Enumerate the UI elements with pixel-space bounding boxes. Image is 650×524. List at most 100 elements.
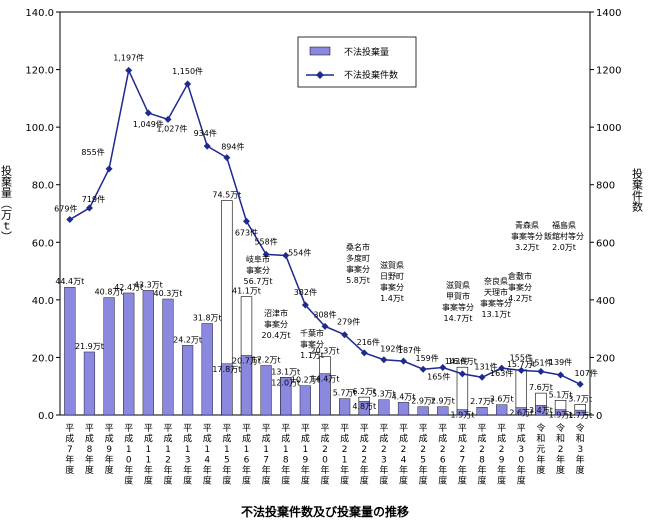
bar-total-label: 15.7万t	[507, 360, 536, 369]
annotation-line: 事案分	[508, 282, 532, 292]
right-tick-label: 1400	[596, 8, 621, 19]
category-char: 和	[536, 434, 545, 445]
annotation: 岐阜市事案分 56.7万t	[244, 254, 273, 286]
category-char: 度	[379, 475, 388, 487]
annotation: 千葉市事案分 1.1万t	[300, 328, 324, 360]
category-char: 1	[165, 445, 171, 455]
category-char: 成	[203, 433, 212, 445]
left-tick-label: 100.0	[25, 123, 54, 134]
category-label: 平成 1 4 年度	[203, 423, 212, 487]
category-char: 成	[517, 433, 526, 445]
annotation-line: 甲賀市	[446, 291, 470, 301]
line-point-label: 673件	[235, 227, 258, 237]
category-char: 年	[222, 464, 231, 476]
bar	[181, 345, 194, 416]
category-char: 平	[124, 423, 133, 434]
category-char: 8	[283, 456, 289, 466]
category-char: 年	[360, 464, 369, 476]
category-char: 1	[224, 445, 230, 455]
category-char: 2	[361, 456, 367, 466]
category-char: 3	[577, 445, 583, 455]
line-point-label: 187件	[398, 345, 421, 355]
category-char: 平	[301, 423, 310, 434]
annotation: 沼津市事案分 20.4万t	[262, 308, 291, 340]
line-point-label: 308件	[313, 309, 336, 319]
line-point	[164, 115, 172, 123]
category-char: 2	[499, 445, 505, 455]
annotation-line: 事案分	[300, 339, 324, 349]
category-char: 成	[222, 433, 231, 445]
line-point-label: 279件	[337, 317, 360, 327]
line-point-label: 216件	[357, 337, 380, 347]
category-char: 平	[65, 423, 74, 434]
category-char: 平	[163, 423, 172, 434]
bar	[554, 409, 567, 416]
bar-value-label: 31.8万t	[193, 313, 222, 322]
bar	[103, 297, 115, 416]
category-char: 年	[281, 464, 290, 476]
category-char: 度	[536, 464, 545, 476]
category-label: 平成 9 年度	[105, 423, 114, 476]
bar-total-label: 7.6万t	[529, 383, 553, 392]
bar	[397, 402, 410, 416]
left-tick-label: 80.0	[32, 181, 54, 192]
category-char: 7	[67, 445, 73, 455]
category-char: 年	[556, 454, 565, 466]
category-char: 3	[381, 456, 387, 466]
category-label: 平成 2 9 年度	[497, 423, 506, 487]
category-char: 平	[222, 423, 231, 434]
category-char: 成	[65, 433, 74, 445]
category-char: 平	[340, 423, 349, 434]
bar-value-label: 3.4万t	[529, 406, 553, 415]
category-char: 成	[105, 433, 114, 445]
line-point-label: 855件	[81, 147, 104, 157]
bar-value-label: 24.2万t	[173, 335, 202, 344]
category-char: 度	[144, 475, 153, 487]
right-tick-label: 0	[596, 411, 602, 422]
line-point	[321, 322, 329, 330]
category-char: 年	[183, 464, 192, 476]
category-char: 9	[499, 456, 505, 466]
annotation-line: 1.4万t	[380, 294, 404, 303]
bar-value-label: 43.3万t	[134, 280, 163, 289]
line-point	[517, 366, 525, 374]
annotation: 福島県飯舘村等分 2.0万t	[544, 220, 584, 252]
annotation: 倉敷市事案分 4.2万t	[508, 271, 532, 303]
legend-bar-label: 不法投棄量	[344, 46, 389, 58]
annotation-line: 事案分	[246, 265, 270, 275]
line-point-label: 719件	[82, 194, 105, 204]
category-char: 成	[497, 433, 506, 445]
bar	[535, 405, 547, 416]
category-char: 年	[576, 454, 585, 466]
category-char: 成	[340, 433, 349, 445]
category-label: 平成 2 3 年度	[379, 423, 388, 487]
category-char: 6	[440, 456, 446, 466]
annotation-line: 日野町	[380, 272, 404, 281]
category-char: 度	[419, 475, 428, 487]
category-label: 令和 3 年度	[576, 422, 585, 476]
category-label: 平成 1 6 年度	[242, 423, 251, 487]
bar-value-label: 40.3万t	[153, 289, 182, 298]
category-char: 令	[536, 422, 545, 434]
category-char: 1	[145, 456, 151, 466]
category-char: 7	[263, 456, 269, 466]
bar-total-label: 6.2万t	[352, 387, 376, 396]
left-tick-label: 40.0	[32, 296, 54, 307]
category-char: 平	[281, 423, 290, 434]
line-point	[439, 364, 447, 372]
category-char: 0	[126, 456, 132, 466]
bar	[319, 373, 331, 416]
category-char: 8	[479, 456, 485, 466]
category-label: 令和 2 年度	[556, 422, 565, 476]
category-char: 和	[556, 434, 565, 445]
annotation-line: 5.8万t	[346, 276, 370, 285]
category-char: 2	[440, 445, 446, 455]
category-char: 度	[320, 475, 329, 487]
line-point	[203, 142, 211, 150]
category-char: 度	[576, 464, 585, 476]
category-char: 度	[556, 464, 565, 476]
category-char: 度	[478, 475, 487, 487]
annotation-line: 飯舘村等分	[544, 231, 584, 241]
line-point-label: 165件	[427, 372, 450, 382]
